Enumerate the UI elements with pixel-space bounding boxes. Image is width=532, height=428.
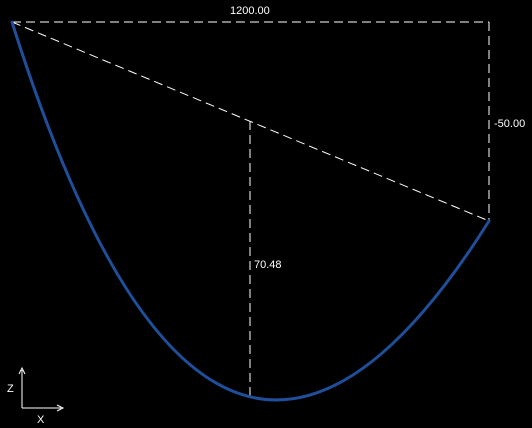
x-axis-label: X: [37, 414, 45, 426]
cable-curve[interactable]: [10, 20, 491, 402]
elevation-label: -50.00: [494, 118, 525, 130]
z-axis-arrowhead: [18, 366, 26, 375]
span-label: 1200.00: [230, 5, 270, 17]
sag-label: 70.48: [254, 259, 282, 271]
axis-triad: Z X: [7, 366, 65, 426]
x-axis-arrowhead: [56, 404, 65, 412]
z-axis-label: Z: [7, 383, 14, 395]
